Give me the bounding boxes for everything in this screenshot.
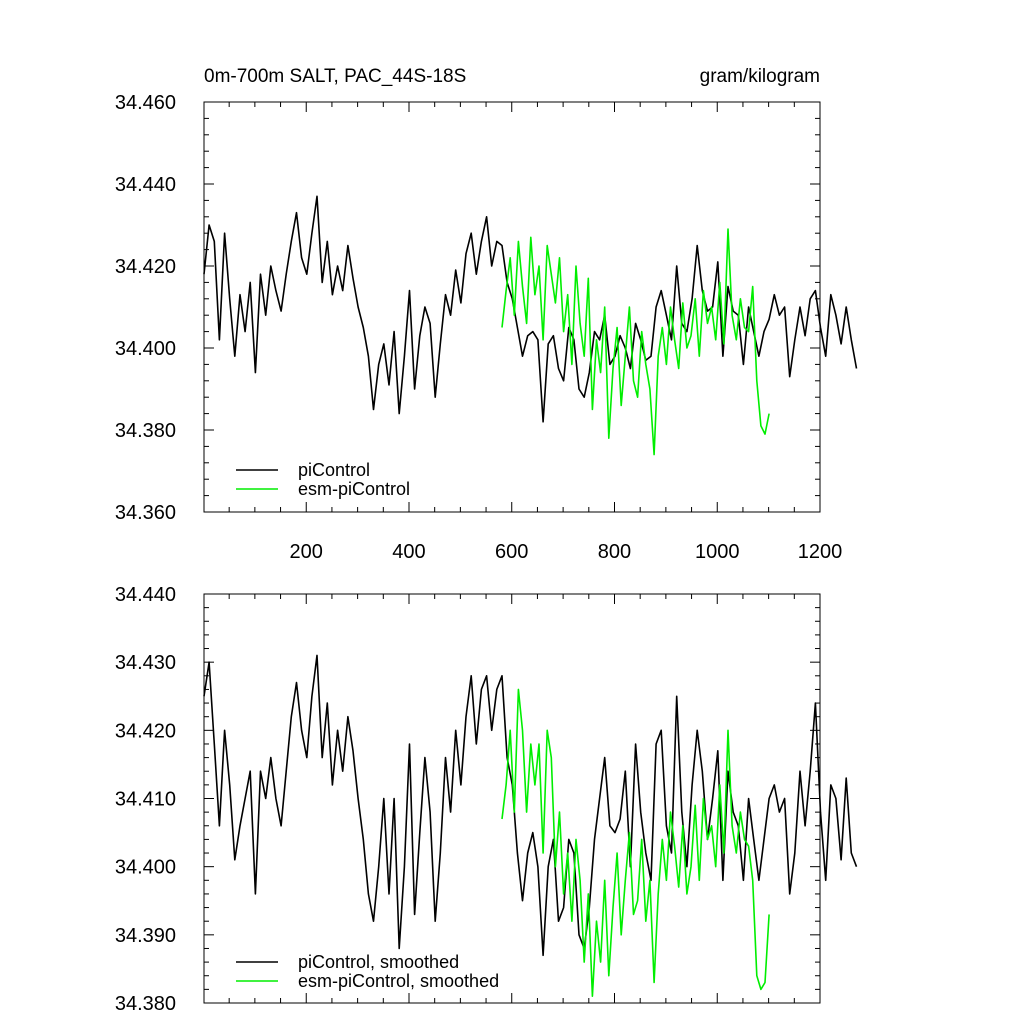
y-tick-label: 34.380	[115, 420, 176, 442]
legend-label: esm-piControl, smoothed	[298, 971, 499, 991]
top-panel: 0m-700m SALT, PAC_44S-18S gram/kilogram …	[115, 66, 858, 563]
y-tick-label: 34.440	[115, 174, 176, 196]
legend-label: esm-piControl	[298, 479, 410, 499]
units-label: gram/kilogram	[700, 66, 820, 87]
y-tick-label: 34.440	[115, 584, 176, 606]
y-tick-label: 34.400	[115, 857, 176, 879]
y-tick-label: 34.410	[115, 789, 176, 811]
x-tick-label: 400	[392, 541, 425, 563]
esm-picontrol-series-line	[501, 688, 770, 998]
x-tick-label: 1000	[695, 541, 740, 563]
legend-label: piControl	[298, 460, 370, 480]
y-tick-label: 34.360	[115, 502, 176, 524]
y-tick-label: 34.460	[115, 92, 176, 114]
legend-label: piControl, smoothed	[298, 952, 459, 972]
y-tick-label: 34.400	[115, 338, 176, 360]
picontrol-series-line	[203, 195, 858, 423]
x-tick-label: 1200	[798, 541, 843, 563]
y-tick-label: 34.420	[115, 720, 176, 742]
x-tick-label: 800	[598, 541, 631, 563]
y-tick-label: 34.390	[115, 925, 176, 947]
plot-frame	[203, 101, 821, 513]
y-tick-label: 34.430	[115, 652, 176, 674]
x-tick-label: 200	[290, 541, 323, 563]
chart-title: 0m-700m SALT, PAC_44S-18S	[204, 66, 466, 87]
bottom-panel: 34.380 34.390 34.400 34.410 34.420 34.430 34.4…	[115, 584, 858, 1015]
y-tick-label: 34.380	[115, 993, 176, 1015]
y-tick-label: 34.420	[115, 256, 176, 278]
plot-frame	[203, 593, 821, 1004]
x-tick-label: 600	[495, 541, 528, 563]
bottom-plot-area: 34.380 34.390 34.400 34.410 34.420 34.430 34.4…	[115, 584, 858, 1015]
top-plot-area: 200 400 600 800 1000 1200 34.360 34.380 34.400 34…	[115, 92, 858, 563]
esm-picontrol-series-line	[501, 228, 770, 456]
picontrol-series-line	[203, 654, 858, 957]
